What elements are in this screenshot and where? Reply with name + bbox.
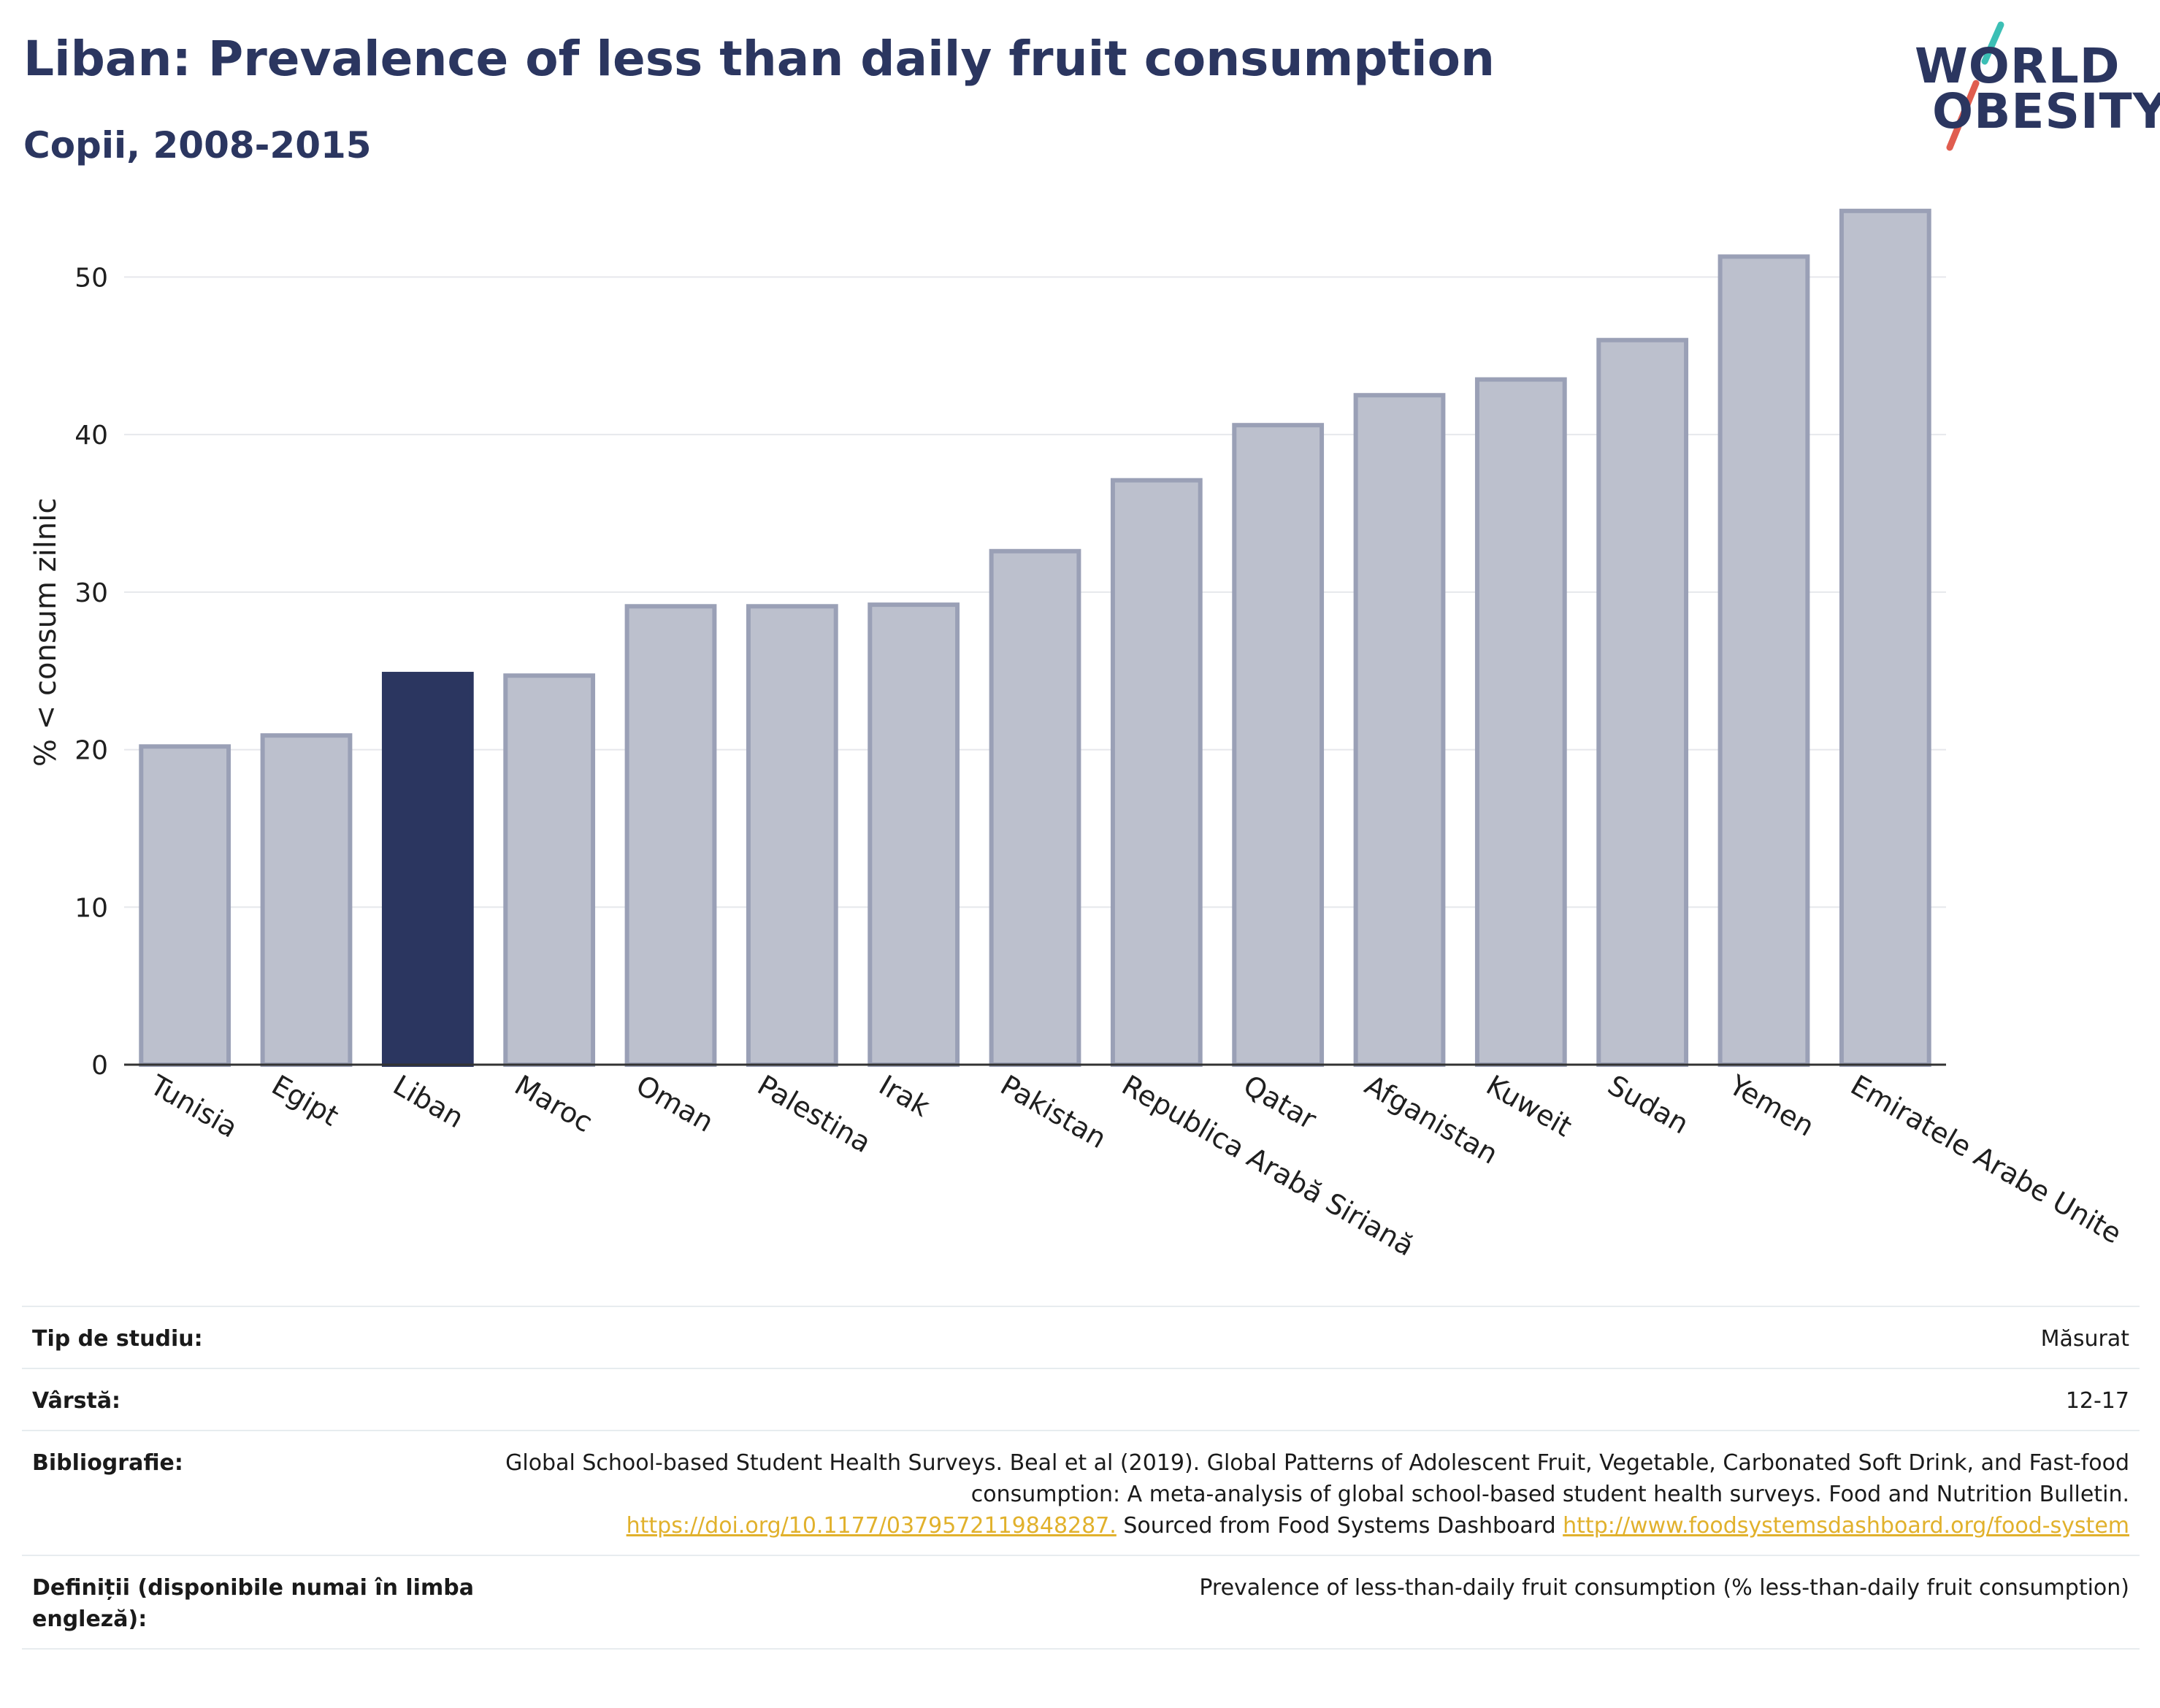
bar-egipt [260,733,353,1068]
y-tick-label: 40 [74,421,108,451]
x-tick-label: Oman [631,1069,719,1138]
x-tick-label: Yemen [1723,1068,1820,1143]
x-tick-label: Palestina [752,1069,876,1160]
meta-value: Prevalence of less-than-daily fruit cons… [1199,1575,2129,1601]
bibliography-source-text: Sourced from Food Systems Dashboard [1116,1513,1563,1539]
meta-value: 12-17 [2065,1388,2129,1414]
bar-palestina [746,604,838,1067]
meta-row-definitions: Definiții (disponibile numai în limba en… [22,1555,2140,1650]
bar-irak [868,602,960,1067]
bar-chart: 0 10 20 30 40 50 Tunisia Egipt Liban Maroc Oman Pal… [74,208,2127,1263]
bar-yemen [1717,254,1810,1067]
meta-label: Vârstă: [32,1388,121,1414]
y-tick-label: 20 [74,736,108,766]
y-tick-label: 0 [91,1051,108,1081]
bar-afganistan [1353,393,1446,1067]
bibliography-text: Global School-based Student Health Surve… [505,1450,2129,1507]
bar-kuweit [1474,377,1567,1067]
bar-liban [381,672,474,1067]
meta-value: Măsurat [2040,1326,2129,1352]
dashboard-link[interactable]: http://www.foodsystemsdashboard.org/food… [1563,1513,2129,1539]
y-tick-label: 10 [74,893,108,923]
bar-oman [624,604,717,1067]
page-title: Liban: Prevalence of less than daily fru… [23,31,1495,87]
y-tick-label: 50 [74,263,108,293]
metadata-table: Tip de studiu: Măsurat Vârstă: 12-17 Bib… [22,1306,2140,1650]
logo-text-obesity: OBESITY [1932,83,2160,139]
doi-link[interactable]: https://doi.org/10.1177/0379572119848287… [626,1513,1117,1539]
meta-row-study-type: Tip de studiu: Măsurat [22,1306,2140,1368]
bar-republica-arabă-siriană [1110,478,1203,1067]
meta-label: Definiții (disponibile numai în limba en… [32,1575,474,1632]
x-tick-label: Irak [873,1069,935,1123]
page-subtitle: Copii, 2008-2015 [23,124,372,166]
meta-row-bibliography: Bibliografie: Global School-based Studen… [22,1430,2140,1555]
x-tick-label: Kuweit [1481,1069,1577,1144]
x-tick-label: Egipt [267,1069,345,1133]
x-tick-label: Tunisia [145,1068,243,1144]
x-tick-label: Emiratele Arabe Unite [1845,1069,2127,1250]
logo-slash-icon [1946,21,2004,151]
x-tick-label: Maroc [509,1069,598,1139]
bar-maroc [503,673,596,1067]
logo-text-world: WORLD [1915,38,2121,94]
x-tick-label: Qatar [1238,1069,1322,1136]
y-tick-label: 30 [74,578,108,608]
x-tick-label: Liban [388,1069,469,1135]
meta-row-age: Vârstă: 12-17 [22,1368,2140,1430]
x-tick-label: Afganistan [1360,1069,1504,1171]
bar-emiratele-arabe-unite [1839,208,1931,1067]
x-tick-label: Pakistan [995,1069,1112,1155]
bar-sudan [1596,337,1689,1067]
bar-tunisia [139,744,231,1067]
x-tick-label: Sudan [1602,1069,1694,1141]
meta-value: Global School-based Student Health Surve… [486,1447,2129,1542]
meta-label: Bibliografie: [32,1450,183,1476]
bar-qatar [1232,423,1325,1067]
world-obesity-logo: WORLD OBESITY [1899,18,2160,156]
bar-pakistan [989,548,1081,1067]
meta-label: Tip de studiu: [32,1326,203,1352]
